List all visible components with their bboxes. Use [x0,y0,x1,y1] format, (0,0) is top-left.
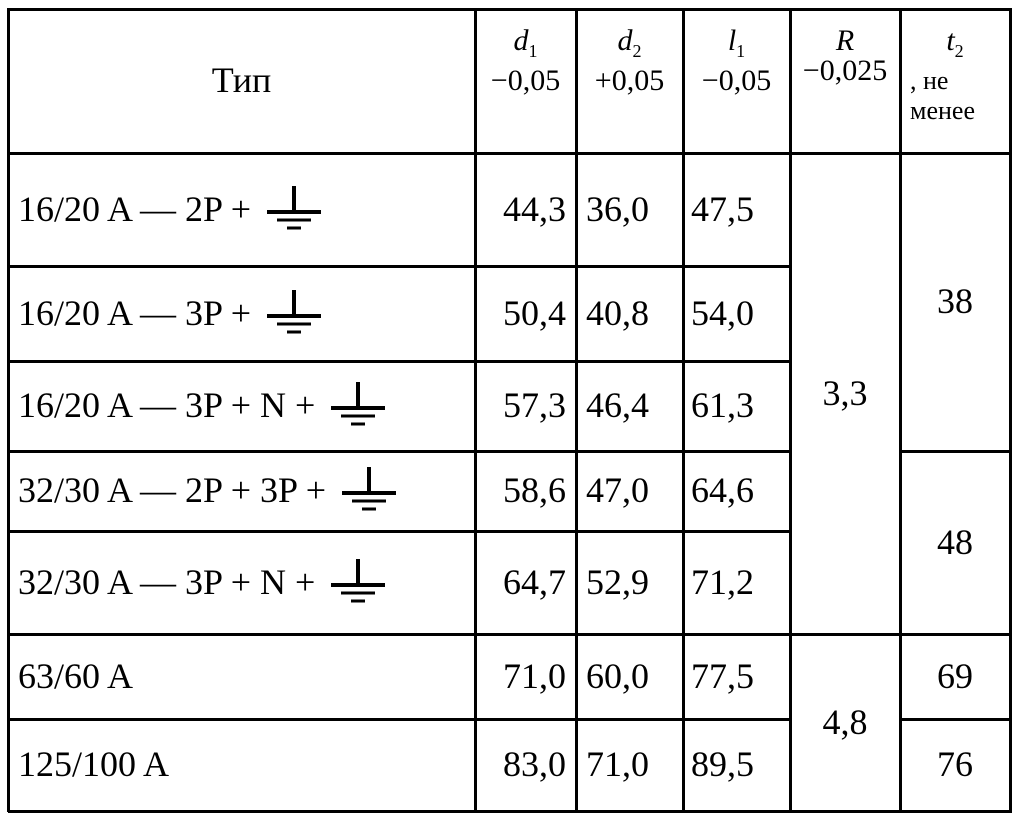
subscript: 2 [954,41,964,61]
type-cell: 16/20 A — 3P + N + [18,360,389,450]
symbol: l [727,24,737,57]
grid-line [575,8,578,812]
header-symbol: d1 [475,26,576,66]
header-tolerance: , не менее [910,66,975,125]
type-text: 32/30 A — 3P + N + [18,561,316,602]
t2-cell: 76 [937,744,973,784]
header-cell: d1 −0,05 [475,26,576,96]
t2-cell: 69 [937,655,973,696]
grid-line [8,718,790,721]
type-cell: 16/20 A — 3P + [18,265,325,360]
l1-cell: 61,3 [691,385,754,425]
grid-line [900,450,1010,453]
d2-cell: 47,0 [586,470,649,510]
d1-cell: 50,4 [503,292,566,333]
grid-line [789,8,792,812]
header-cell: d2 +0,05 [576,26,683,96]
ground-symbol [331,382,386,426]
grid-line [1009,8,1012,812]
symbol: R [835,24,855,57]
symbol: d [617,24,633,57]
d2-cell: 46,4 [586,385,649,425]
r-cell: 3,3 [822,372,868,413]
ground-symbol [267,185,322,229]
type-cell: 16/20 A — 2P + [18,152,325,265]
header-cell: l1 −0,05 [683,26,790,96]
r-cell: 4,8 [822,701,868,742]
type-text: 16/20 A — 2P + [18,188,252,229]
l1-cell: 54,0 [691,292,754,333]
grid-line [474,8,477,812]
symbol: t [946,24,955,57]
t2-cell: 38 [937,281,973,321]
type-cell: 32/30 A — 2P + 3P + [18,450,400,530]
ground-symbol [331,558,386,602]
grid-line [8,265,790,268]
grid-line [8,450,790,453]
d1-cell: 83,0 [503,744,566,784]
d2-cell: 40,8 [586,292,649,333]
d2-cell: 60,0 [586,655,649,696]
t2-cell: 48 [937,521,973,562]
d1-cell: 57,3 [503,385,566,425]
header-tolerance: −0,05 [701,64,772,97]
symbol: d [513,24,529,57]
grid-line [682,8,685,812]
subscript: 1 [528,41,538,61]
d2-cell: 36,0 [586,188,649,229]
header-symbol: l1 [683,26,790,66]
header-tolerance: +0,05 [594,64,665,97]
type-text: 32/30 A — 2P + 3P + [18,470,327,510]
grid-line [8,530,790,533]
header-symbol: t2 [900,26,1010,66]
l1-cell: 47,5 [691,188,754,229]
l1-cell: 71,2 [691,561,754,602]
header-tolerance: −0,025 [802,54,888,87]
d1-cell: 58,6 [503,470,566,510]
grid-line [8,633,1012,636]
header-type: Тип [211,60,272,100]
header-symbol: R [790,26,900,56]
ground-symbol [342,467,397,511]
grid-line [900,718,1010,721]
header-cell: t2, не менее [900,26,1010,126]
d1-cell: 44,3 [503,188,566,229]
subscript: 1 [736,41,746,61]
type-cell: 125/100 A [18,718,169,810]
header-symbol: d2 [576,26,683,66]
grid-line [899,8,902,812]
type-text: 16/20 A — 3P + N + [18,385,316,425]
grid-line [8,360,790,363]
grid-line [8,152,1012,155]
l1-cell: 89,5 [691,744,754,784]
grid-line [8,8,1012,11]
grid-line [8,810,1012,813]
header-tolerance: −0,05 [490,64,561,97]
type-cell: 63/60 A [18,633,133,718]
l1-cell: 64,6 [691,470,754,510]
d1-cell: 64,7 [503,561,566,602]
type-text: 16/20 A — 3P + [18,292,252,333]
d2-cell: 71,0 [586,744,649,784]
d2-cell: 52,9 [586,561,649,602]
ground-symbol [267,289,322,333]
grid-line [7,8,10,812]
subscript: 2 [632,41,642,61]
header-cell: R −0,025 [790,26,900,86]
d1-cell: 71,0 [503,655,566,696]
type-text: 125/100 A [18,744,170,784]
type-text: 63/60 A [18,655,134,696]
type-cell: 32/30 A — 3P + N + [18,530,389,633]
l1-cell: 77,5 [691,655,754,696]
